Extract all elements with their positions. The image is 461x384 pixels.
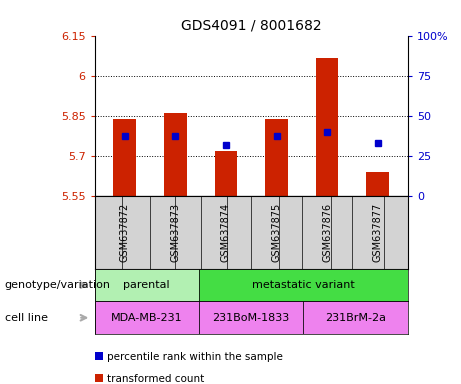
Text: 231BoM-1833: 231BoM-1833 [213, 313, 290, 323]
Text: genotype/variation: genotype/variation [5, 280, 111, 290]
Bar [265, 119, 288, 196]
Bar [199, 301, 303, 334]
Text: GSM637874: GSM637874 [221, 203, 231, 262]
Bar [316, 58, 338, 196]
Title: GDS4091 / 8001682: GDS4091 / 8001682 [181, 18, 322, 33]
Bar [214, 151, 237, 196]
Bar [164, 113, 187, 196]
Text: transformed count: transformed count [107, 374, 205, 384]
Text: parental: parental [124, 280, 170, 290]
Text: MDA-MB-231: MDA-MB-231 [111, 313, 183, 323]
Text: percentile rank within the sample: percentile rank within the sample [107, 352, 284, 362]
Bar [113, 119, 136, 196]
Bar [95, 301, 199, 334]
Text: GSM637872: GSM637872 [120, 203, 130, 262]
Bar [95, 269, 199, 301]
Bar [303, 301, 408, 334]
Text: GSM637873: GSM637873 [171, 203, 180, 262]
Text: cell line: cell line [5, 313, 47, 323]
Text: GSM637877: GSM637877 [372, 203, 383, 262]
Text: metastatic variant: metastatic variant [252, 280, 355, 290]
Text: GSM637875: GSM637875 [272, 203, 282, 262]
Bar [366, 172, 389, 196]
Bar [199, 269, 408, 301]
Text: GSM637876: GSM637876 [322, 203, 332, 262]
Text: 231BrM-2a: 231BrM-2a [325, 313, 386, 323]
